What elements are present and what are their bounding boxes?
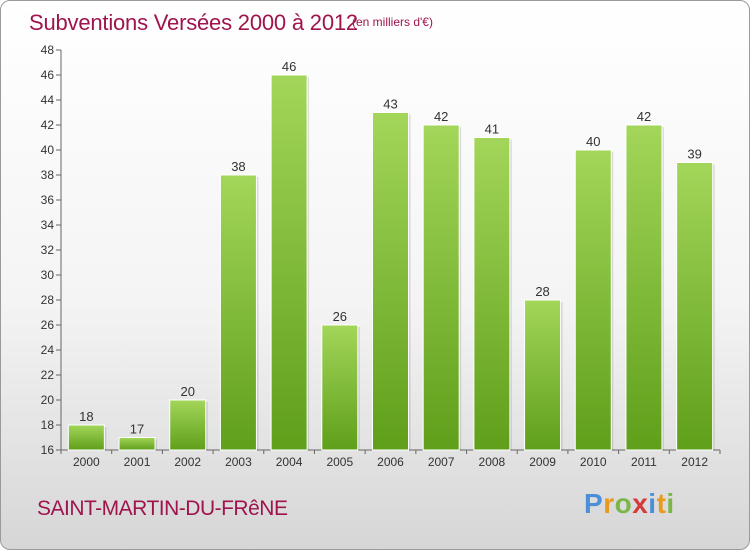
chart-unit: (en milliers d'€) — [352, 15, 433, 29]
bar — [321, 324, 359, 451]
bar-value-label: 42 — [637, 109, 651, 124]
commune-name: SAINT-MARTIN-DU-FRêNE — [37, 497, 288, 520]
y-tick-label: 20 — [41, 393, 55, 407]
bar-value-label: 39 — [687, 147, 701, 162]
x-tick-label: 2006 — [377, 455, 404, 469]
x-tick-label: 2004 — [276, 455, 303, 469]
proxiti-logo: Proxiti — [584, 488, 675, 520]
bar — [524, 299, 562, 451]
x-tick-label: 2009 — [529, 455, 556, 469]
bar — [169, 399, 207, 451]
bar-value-label: 40 — [586, 134, 600, 149]
x-tick-label: 2010 — [580, 455, 607, 469]
y-tick-label: 24 — [41, 343, 55, 357]
y-tick-label: 34 — [41, 218, 55, 232]
y-tick-label: 26 — [41, 318, 55, 332]
x-tick-label: 2003 — [225, 455, 252, 469]
y-tick-label: 42 — [41, 118, 55, 132]
bar — [574, 149, 612, 451]
y-tick-label: 46 — [41, 68, 55, 82]
logo-letter: P — [584, 488, 604, 519]
chart-title: Subventions Versées 2000 à 2012 — [29, 10, 358, 35]
bar-value-label: 42 — [434, 109, 448, 124]
x-tick-label: 2008 — [479, 455, 506, 469]
y-tick-label: 48 — [41, 43, 55, 57]
bar-value-label: 26 — [333, 309, 347, 324]
logo-letter: r — [603, 488, 615, 519]
logo-letter: i — [648, 488, 657, 519]
logo-letter: x — [632, 488, 649, 519]
y-tick-label: 32 — [41, 243, 55, 257]
bar — [625, 124, 663, 451]
y-tick-label: 16 — [41, 443, 55, 457]
y-tick-label: 38 — [41, 168, 55, 182]
bar-value-label: 18 — [79, 409, 93, 424]
x-tick-label: 2002 — [174, 455, 201, 469]
chart-labels: 18 2000 17 2001 20 2002 38 2003 46 2004 26 2005 43 20… — [73, 59, 708, 469]
bar — [118, 437, 156, 451]
y-tick-label: 28 — [41, 293, 55, 307]
bar-value-label: 17 — [130, 422, 144, 437]
y-tick-label: 40 — [41, 143, 55, 157]
bar — [422, 124, 460, 451]
bar — [372, 112, 409, 451]
x-tick-label: 2011 — [631, 455, 657, 469]
bar — [219, 174, 257, 451]
y-tick-label: 18 — [41, 418, 55, 432]
logo-letter: o — [614, 488, 633, 519]
bar — [67, 424, 105, 451]
chart-bars — [67, 74, 715, 451]
bar-value-label: 28 — [535, 284, 549, 299]
bar-value-label: 43 — [383, 97, 397, 112]
bar — [473, 137, 511, 451]
x-tick-label: 2012 — [681, 455, 708, 469]
bar-value-label: 38 — [231, 159, 245, 174]
logo-letter: i — [666, 488, 675, 519]
logo-letter: t — [656, 488, 667, 519]
bar — [270, 74, 308, 451]
bar-value-label: 41 — [485, 122, 499, 137]
x-tick-label: 2005 — [326, 455, 353, 469]
x-tick-label: 2000 — [73, 455, 100, 469]
bar-value-label: 46 — [282, 59, 296, 74]
x-tick-label: 2001 — [124, 455, 151, 469]
y-tick-label: 36 — [41, 193, 55, 207]
bar — [676, 162, 714, 451]
bar-value-label: 20 — [180, 384, 194, 399]
y-tick-label: 22 — [41, 368, 55, 382]
y-tick-label: 30 — [41, 268, 55, 282]
x-tick-label: 2007 — [428, 455, 455, 469]
y-tick-label: 44 — [41, 93, 55, 107]
